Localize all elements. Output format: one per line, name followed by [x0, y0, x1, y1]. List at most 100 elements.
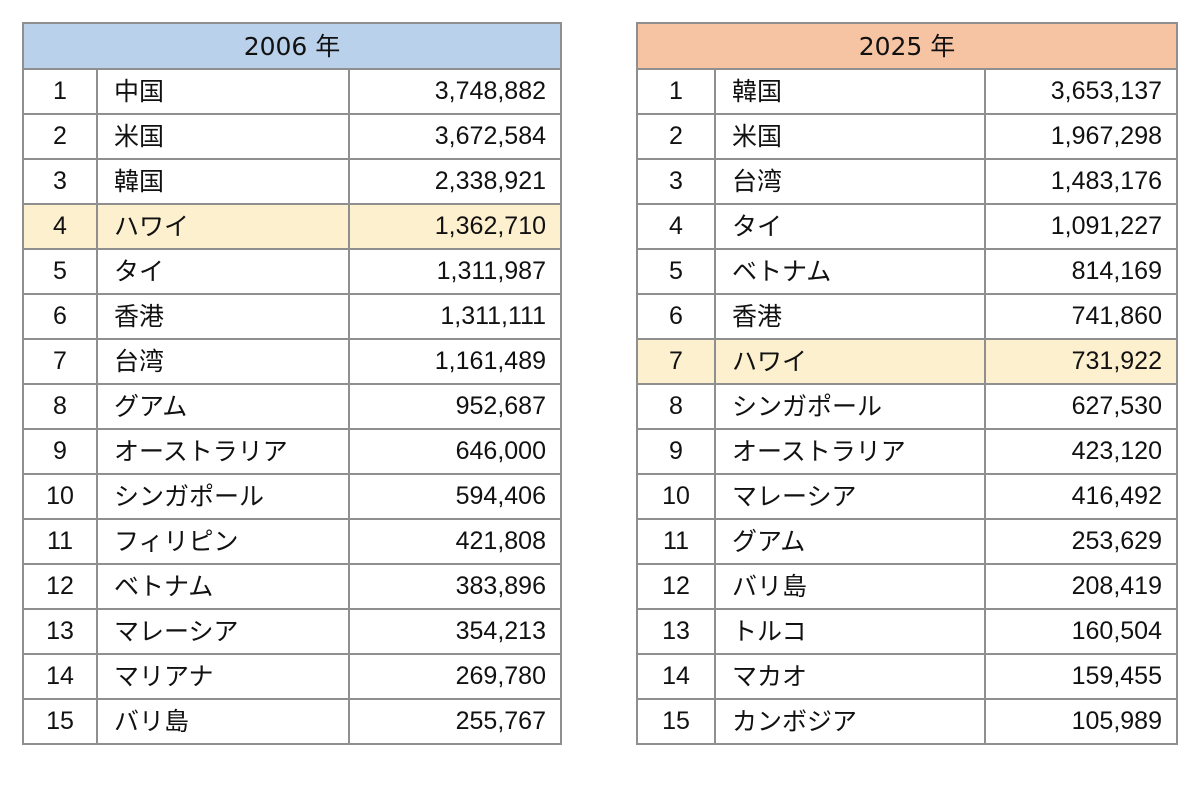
table-row: 7 台湾 1,161,489	[22, 338, 562, 385]
visitor-count-cell: 208,419	[984, 563, 1178, 610]
rank-cell: 14	[22, 653, 98, 700]
rank-cell: 4	[22, 203, 98, 250]
rank-cell: 14	[636, 653, 716, 700]
table-row: 15 カンボジア 105,989	[636, 698, 1178, 745]
table-header-year: 2006 年	[22, 22, 562, 70]
destination-cell: シンガポール	[96, 473, 350, 520]
destination-cell: ベトナム	[96, 563, 350, 610]
destination-cell: バリ島	[714, 563, 986, 610]
rank-cell: 2	[636, 113, 716, 160]
destination-cell: 台湾	[96, 338, 350, 385]
visitor-count-cell: 814,169	[984, 248, 1178, 295]
table-row: 12 バリ島 208,419	[636, 563, 1178, 610]
table-row: 2 米国 3,672,584	[22, 113, 562, 160]
table-header-row: 2025 年	[636, 22, 1178, 70]
destination-cell: 韓国	[714, 68, 986, 115]
table-row: 7 ハワイ 731,922	[636, 338, 1178, 385]
visitor-count-cell: 354,213	[348, 608, 562, 655]
rank-cell: 10	[22, 473, 98, 520]
table-row: 14 マカオ 159,455	[636, 653, 1178, 700]
destination-cell: トルコ	[714, 608, 986, 655]
rank-cell: 3	[22, 158, 98, 205]
visitor-count-cell: 269,780	[348, 653, 562, 700]
rank-cell: 6	[636, 293, 716, 340]
table-row: 10 マレーシア 416,492	[636, 473, 1178, 520]
destination-cell: シンガポール	[714, 383, 986, 430]
table-row: 9 オーストラリア 646,000	[22, 428, 562, 475]
rank-cell: 5	[636, 248, 716, 295]
ranking-table: 2006 年 1 中国 3,748,882 2 米国 3,672,584 3 韓国 2,338,…	[22, 22, 562, 745]
visitor-count-cell: 3,672,584	[348, 113, 562, 160]
table-row: 2 米国 1,967,298	[636, 113, 1178, 160]
destination-cell: オーストラリア	[96, 428, 350, 475]
table-row: 5 タイ 1,311,987	[22, 248, 562, 295]
table-row: 1 韓国 3,653,137	[636, 68, 1178, 115]
visitor-count-cell: 1,311,111	[348, 293, 562, 340]
rank-cell: 15	[22, 698, 98, 745]
table-row: 8 グアム 952,687	[22, 383, 562, 430]
destination-cell: フィリピン	[96, 518, 350, 565]
destination-cell: マレーシア	[96, 608, 350, 655]
rank-cell: 9	[636, 428, 716, 475]
visitor-count-cell: 159,455	[984, 653, 1178, 700]
visitor-count-cell: 3,748,882	[348, 68, 562, 115]
rank-cell: 9	[22, 428, 98, 475]
destination-cell: ハワイ	[96, 203, 350, 250]
rank-cell: 13	[636, 608, 716, 655]
table-row: 4 ハワイ 1,362,710	[22, 203, 562, 250]
destination-cell: タイ	[96, 248, 350, 295]
rank-cell: 2	[22, 113, 98, 160]
destination-cell: マレーシア	[714, 473, 986, 520]
rank-cell: 12	[22, 563, 98, 610]
table-body: 1 中国 3,748,882 2 米国 3,672,584 3 韓国 2,338,921 4 ハワイ…	[22, 68, 562, 745]
destination-cell: 韓国	[96, 158, 350, 205]
table-row: 11 グアム 253,629	[636, 518, 1178, 565]
visitor-count-cell: 2,338,921	[348, 158, 562, 205]
visitor-count-cell: 731,922	[984, 338, 1178, 385]
destination-cell: バリ島	[96, 698, 350, 745]
table-row: 6 香港 741,860	[636, 293, 1178, 340]
rank-cell: 4	[636, 203, 716, 250]
visitor-count-cell: 423,120	[984, 428, 1178, 475]
table-row: 13 マレーシア 354,213	[22, 608, 562, 655]
rank-cell: 8	[636, 383, 716, 430]
table-row: 8 シンガポール 627,530	[636, 383, 1178, 430]
table-row: 4 タイ 1,091,227	[636, 203, 1178, 250]
destination-cell: 米国	[96, 113, 350, 160]
visitor-count-cell: 1,967,298	[984, 113, 1178, 160]
table-header-year: 2025 年	[636, 22, 1178, 70]
table-row: 15 バリ島 255,767	[22, 698, 562, 745]
visitor-count-cell: 1,161,489	[348, 338, 562, 385]
table-row: 6 香港 1,311,111	[22, 293, 562, 340]
rank-cell: 3	[636, 158, 716, 205]
destination-cell: 香港	[96, 293, 350, 340]
ranking-table-2025: 2025 年 1 韓国 3,653,137 2 米国 1,967,298 3 台湾 1,483,…	[636, 22, 1178, 745]
table-row: 13 トルコ 160,504	[636, 608, 1178, 655]
visitor-count-cell: 741,860	[984, 293, 1178, 340]
destination-cell: ベトナム	[714, 248, 986, 295]
visitor-count-cell: 105,989	[984, 698, 1178, 745]
ranking-table-2006: 2006 年 1 中国 3,748,882 2 米国 3,672,584 3 韓国 2,338,…	[22, 22, 562, 745]
destination-cell: 米国	[714, 113, 986, 160]
table-row: 3 韓国 2,338,921	[22, 158, 562, 205]
rank-cell: 1	[22, 68, 98, 115]
rank-cell: 12	[636, 563, 716, 610]
destination-cell: タイ	[714, 203, 986, 250]
visitor-count-cell: 1,483,176	[984, 158, 1178, 205]
table-row: 1 中国 3,748,882	[22, 68, 562, 115]
destination-cell: オーストラリア	[714, 428, 986, 475]
visitor-count-cell: 952,687	[348, 383, 562, 430]
table-row: 14 マリアナ 269,780	[22, 653, 562, 700]
table-header-row: 2006 年	[22, 22, 562, 70]
ranking-table: 2025 年 1 韓国 3,653,137 2 米国 1,967,298 3 台湾 1,483,…	[636, 22, 1178, 745]
table-row: 12 ベトナム 383,896	[22, 563, 562, 610]
rank-cell: 5	[22, 248, 98, 295]
visitor-count-cell: 255,767	[348, 698, 562, 745]
destination-cell: ハワイ	[714, 338, 986, 385]
visitor-count-cell: 1,311,987	[348, 248, 562, 295]
visitor-count-cell: 421,808	[348, 518, 562, 565]
table-row: 9 オーストラリア 423,120	[636, 428, 1178, 475]
rank-cell: 10	[636, 473, 716, 520]
visitor-count-cell: 594,406	[348, 473, 562, 520]
visitor-count-cell: 1,362,710	[348, 203, 562, 250]
